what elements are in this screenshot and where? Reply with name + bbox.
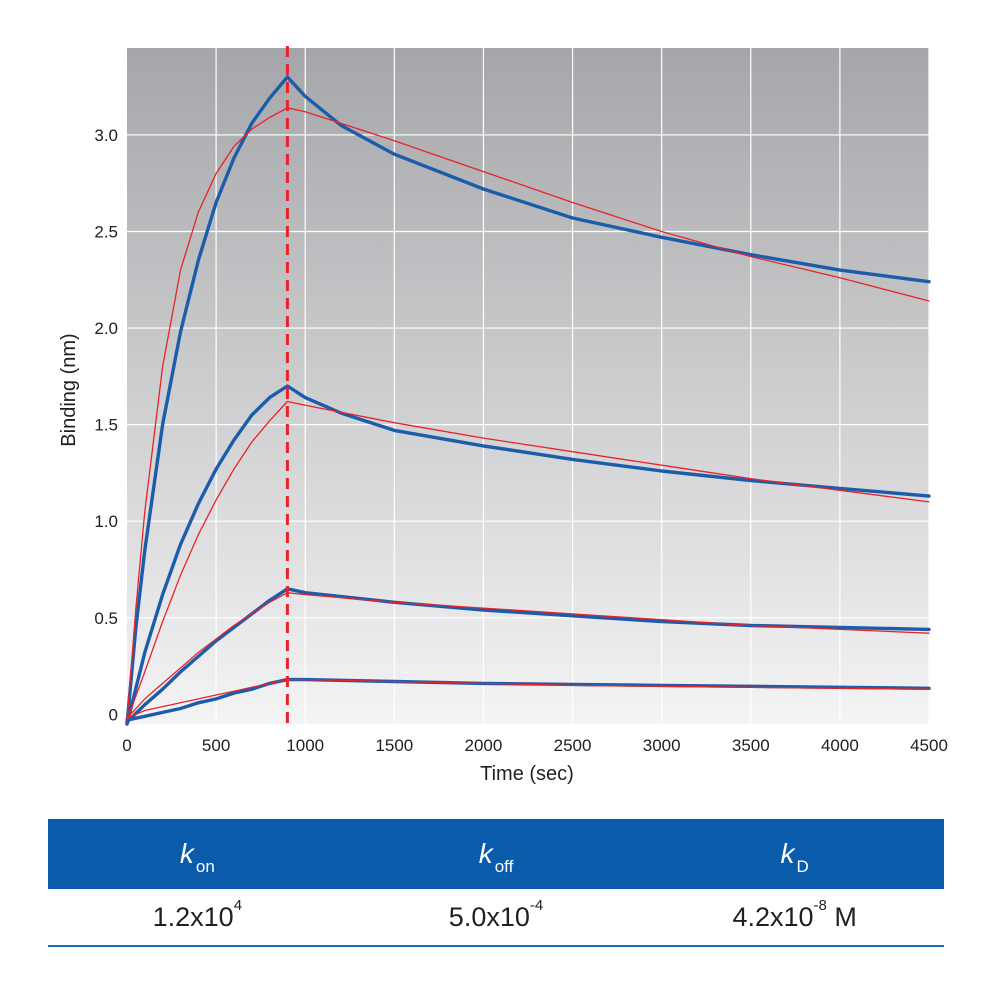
x-tick-label: 2500 [554, 736, 592, 755]
value-kon-exponent: 4 [233, 896, 243, 914]
value-koff-base: 5.0x10 [448, 901, 530, 932]
x-tick-label: 1500 [375, 736, 413, 755]
fit-curve [126, 107, 930, 721]
value-kd-exponent: -8 [813, 896, 827, 914]
y-axis-title: Binding (nm) [58, 333, 80, 446]
header-kon-symbol: k [179, 838, 194, 869]
x-axis-ticks: 0 500 1000 1500 2000 2500 3000 3500 4000 4500 [122, 736, 948, 755]
y-tick-label: 2.0 [94, 319, 118, 338]
x-tick-label: 1000 [286, 736, 324, 755]
header-koff: k off [347, 838, 646, 876]
data-curve [125, 587, 931, 724]
value-kd-base: 4.2x10 [732, 901, 814, 932]
y-tick-label: 1.5 [94, 416, 118, 435]
y-tick-label: 0 [109, 705, 118, 724]
header-kon-subscript: on [195, 857, 215, 876]
x-tick-label: 4500 [910, 736, 948, 755]
series-layer [125, 75, 931, 726]
binding-kinetics-chart: 0 500 1000 1500 2000 2500 3000 3500 4000 4500 0 0.… [58, 46, 948, 785]
fit-curve [126, 592, 930, 719]
value-kon: 1.2x104 [48, 898, 347, 933]
header-kd-subscript: D [796, 857, 809, 876]
header-koff-symbol: k [478, 838, 493, 869]
value-kon-base: 1.2x10 [152, 901, 234, 932]
value-kd-unit: M [826, 901, 857, 932]
y-tick-label: 0.5 [94, 609, 118, 628]
x-axis-title: Time (sec) [480, 763, 574, 785]
y-tick-label: 3.0 [94, 126, 118, 145]
x-tick-label: 2000 [465, 736, 503, 755]
header-kon: k on [48, 838, 347, 876]
x-tick-label: 3000 [643, 736, 681, 755]
y-axis-ticks: 0 0.5 1.0 1.5 2.0 2.5 3.0 [94, 126, 118, 724]
header-kd-symbol: k [780, 838, 795, 869]
value-kd: 4.2x10-8 M [645, 898, 944, 933]
fit-curve [126, 400, 930, 721]
table-values-row: 1.2x104 5.0x10-4 4.2x10-8 M [48, 889, 944, 947]
x-tick-label: 500 [202, 736, 230, 755]
plot-background [127, 48, 929, 724]
x-tick-label: 0 [122, 736, 131, 755]
fit-curve [126, 678, 930, 719]
data-curve [125, 384, 931, 726]
data-curve [125, 75, 931, 726]
value-koff: 5.0x10-4 [347, 898, 646, 933]
y-tick-label: 2.5 [94, 222, 118, 241]
header-koff-subscript: off [494, 857, 514, 876]
y-tick-label: 1.0 [94, 512, 118, 531]
x-tick-label: 4000 [821, 736, 859, 755]
value-koff-exponent: -4 [529, 896, 544, 914]
x-tick-label: 3500 [732, 736, 770, 755]
grid-lines [127, 48, 930, 724]
